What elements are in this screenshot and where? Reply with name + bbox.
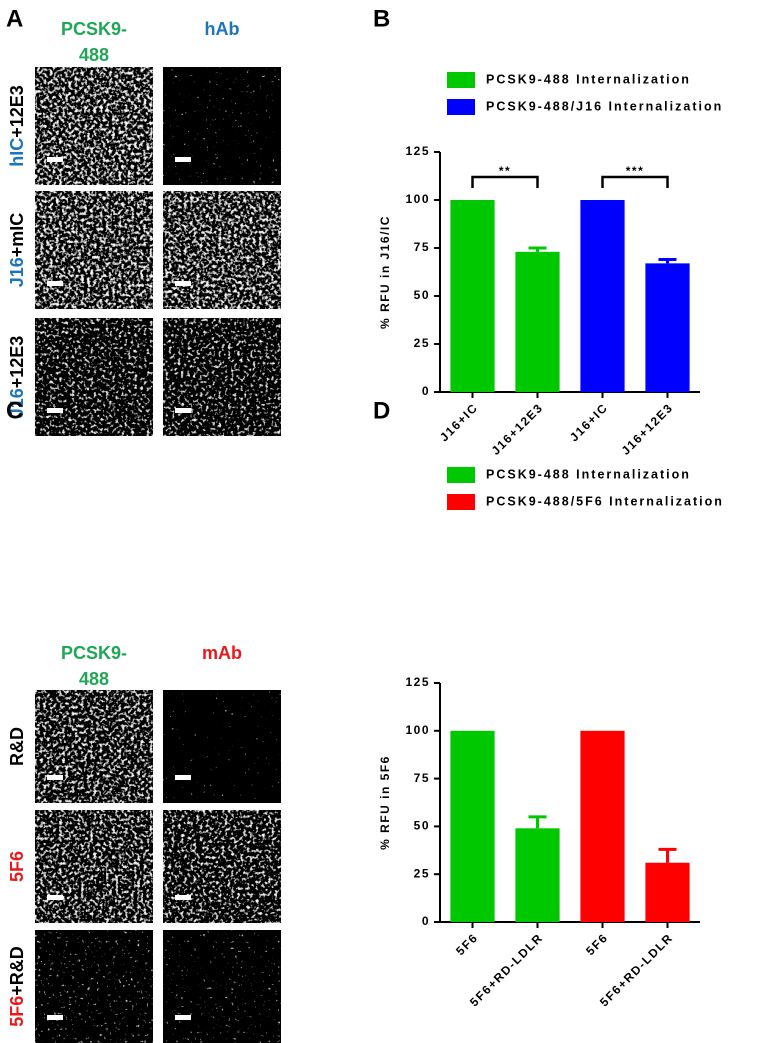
row-label-part: 5F6 <box>7 996 27 1027</box>
panel-label: C <box>6 397 23 424</box>
significance-label: ** <box>499 164 511 178</box>
row-label-part: hIC <box>7 138 27 167</box>
scale-bar <box>47 157 63 162</box>
row-label-part: R&D <box>7 727 27 766</box>
y-tick-label: 125 <box>405 144 430 158</box>
bar <box>580 200 625 392</box>
significance-label: *** <box>626 164 645 178</box>
row-label: 5F6+R&D <box>7 946 27 1027</box>
y-tick-label: 125 <box>405 675 430 689</box>
y-tick-label: 50 <box>414 819 430 833</box>
legend-label: PCSK9-488/5F6 Internalization <box>486 494 724 508</box>
y-tick-label: 25 <box>414 866 430 880</box>
x-tick-label: J16+IC <box>567 400 611 444</box>
legend-swatch <box>447 72 475 88</box>
error-bar <box>528 815 547 829</box>
x-tick-label: J16+12E3 <box>619 400 676 457</box>
bar <box>580 730 625 922</box>
legend-label: PCSK9-488 Internalization <box>486 467 691 481</box>
row-label-part: 5F6 <box>7 851 27 882</box>
y-tick-label: 50 <box>414 288 430 302</box>
bar <box>450 730 495 922</box>
scale-bar <box>47 1015 63 1020</box>
legend-swatch <box>447 494 475 510</box>
legend-swatch <box>447 99 475 115</box>
column-header: PCSK9- <box>61 643 127 663</box>
error-bar <box>658 258 677 264</box>
scale-bar <box>47 895 63 900</box>
scale-bar <box>47 281 63 286</box>
micrograph-texture <box>35 930 153 1043</box>
micrograph-texture <box>163 690 281 803</box>
y-tick-label: 100 <box>405 723 430 737</box>
bar <box>450 200 495 392</box>
panel-label: A <box>6 5 23 32</box>
significance-bracket <box>601 175 669 188</box>
micrograph-texture <box>163 930 281 1043</box>
row-label-part: +12E3 <box>7 85 27 138</box>
error-bar <box>528 246 547 252</box>
y-tick-label: 75 <box>414 240 430 254</box>
y-tick-label: 0 <box>422 914 430 928</box>
panel-label: D <box>373 397 390 424</box>
bar <box>515 828 560 922</box>
column-header: PCSK9- <box>61 19 127 39</box>
y-tick-label: 0 <box>422 384 430 398</box>
micrograph-texture <box>35 318 153 436</box>
row-label: J16+12E3 <box>7 336 27 419</box>
legend-swatch <box>447 467 475 483</box>
row-label-part: +12E3 <box>7 336 27 389</box>
scale-bar <box>175 157 191 162</box>
micrograph-texture <box>35 810 153 923</box>
legend-label: PCSK9-488 Internalization <box>486 72 691 86</box>
column-header: mAb <box>202 643 242 663</box>
x-tick-label: J16+12E3 <box>489 400 546 457</box>
row-label-part: +R&D <box>7 946 27 996</box>
y-tick-label: 75 <box>414 771 430 785</box>
bar <box>645 862 690 922</box>
row-label-part: J16 <box>7 257 27 287</box>
y-tick-label: 100 <box>405 192 430 206</box>
y-axis-label: % RFU in J16/IC <box>378 215 392 329</box>
row-label: R&D <box>7 727 27 766</box>
significance-bracket <box>471 175 539 188</box>
x-tick-label: 5F6 <box>583 930 611 958</box>
scale-bar <box>175 281 191 286</box>
bar <box>645 263 690 392</box>
scale-bar <box>175 775 191 780</box>
scale-bar <box>175 895 191 900</box>
row-label-part: +mIC <box>7 213 27 258</box>
micrograph-texture <box>35 690 153 803</box>
panel-label: B <box>373 5 390 32</box>
scale-bar <box>175 408 191 413</box>
micrograph-texture <box>163 67 281 185</box>
x-tick-label: 5F6 <box>453 930 481 958</box>
micrograph-texture <box>163 810 281 923</box>
row-label: hIC+12E3 <box>7 85 27 167</box>
micrograph-texture <box>35 67 153 185</box>
row-label: 5F6 <box>7 851 27 882</box>
micrograph-texture <box>163 191 281 309</box>
micrograph-texture <box>35 191 153 309</box>
scale-bar <box>47 408 63 413</box>
scale-bar <box>47 775 63 780</box>
scale-bar <box>175 1015 191 1020</box>
row-label-part: J16 <box>7 388 27 418</box>
column-header: hAb <box>205 19 240 39</box>
column-header: 488 <box>79 669 109 689</box>
column-header: 488 <box>79 45 109 65</box>
micrograph-texture <box>163 318 281 436</box>
legend-label: PCSK9-488/J16 Internalization <box>486 99 723 113</box>
error-bar <box>658 847 677 863</box>
x-tick-label: J16+IC <box>437 400 481 444</box>
y-tick-label: 25 <box>414 336 430 350</box>
y-axis-label: % RFU in 5F6 <box>378 755 392 850</box>
row-label: J16+mIC <box>7 213 27 288</box>
bar <box>515 251 560 392</box>
